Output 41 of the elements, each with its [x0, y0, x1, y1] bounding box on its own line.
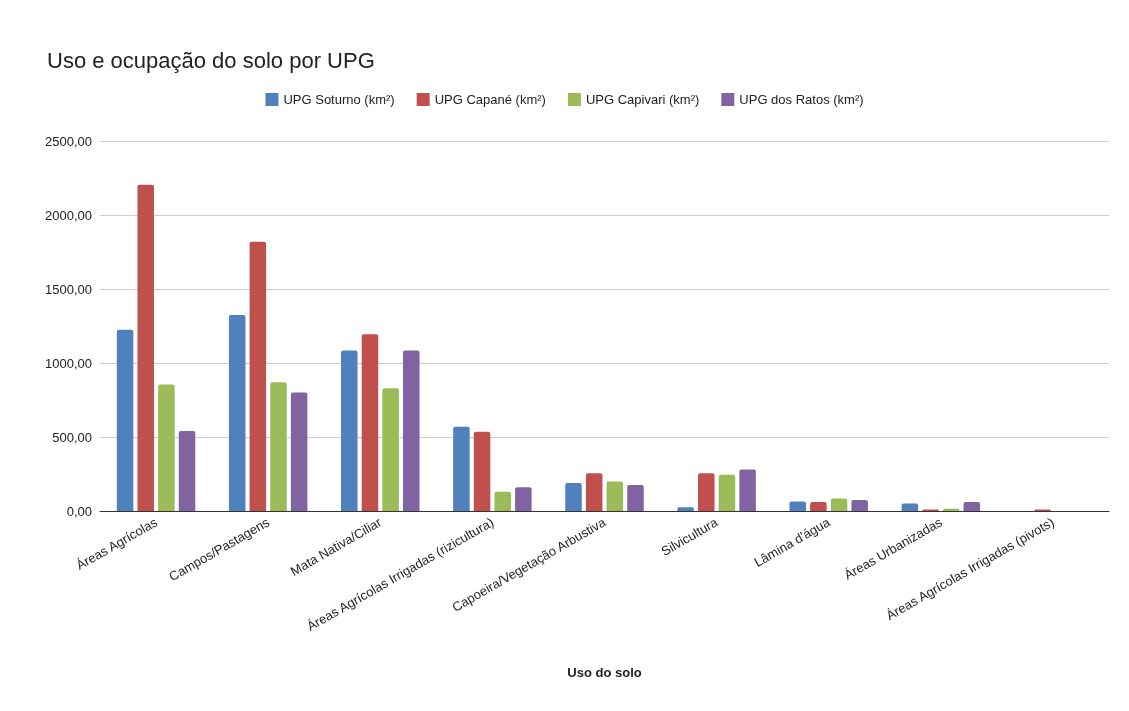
bar — [403, 350, 420, 511]
bar — [382, 388, 399, 511]
bar — [341, 350, 358, 511]
y-tick-label: 0,00 — [66, 503, 92, 519]
bar — [515, 487, 532, 511]
bar — [830, 498, 848, 511]
bar — [698, 473, 715, 511]
bar — [606, 481, 624, 511]
bar — [963, 502, 981, 511]
y-tick-label: 1000,00 — [45, 355, 92, 371]
bar — [789, 501, 807, 511]
bar — [116, 329, 134, 511]
bar — [270, 382, 287, 511]
legend-label: UPG Capivari (km²) — [585, 92, 700, 107]
bar — [473, 431, 491, 511]
bar — [137, 184, 154, 511]
legend-label: UPG Soturno (km²) — [283, 92, 395, 107]
bar — [228, 314, 246, 511]
y-tick-label: 500,00 — [52, 429, 92, 445]
bar — [158, 384, 175, 511]
bar — [901, 503, 919, 511]
y-tick-label: 2500,00 — [45, 133, 92, 149]
chart-title: Uso e ocupação do solo por UPG — [47, 47, 375, 73]
y-tick-label: 2000,00 — [45, 207, 92, 223]
bar — [290, 392, 308, 511]
bar — [627, 485, 644, 511]
bar — [453, 426, 470, 511]
bar — [565, 482, 582, 511]
x-axis-title: Uso do solo — [567, 665, 642, 680]
bar — [718, 474, 736, 511]
legend-label: UPG dos Ratos (km²) — [739, 92, 864, 107]
bar — [851, 499, 868, 511]
legend-label: UPG Capané (km²) — [434, 92, 546, 107]
bar — [178, 431, 196, 511]
bar — [249, 241, 267, 511]
bar — [739, 469, 756, 511]
bar — [361, 334, 379, 511]
bar — [585, 473, 603, 511]
bar — [810, 502, 827, 511]
bar — [494, 491, 511, 511]
y-tick-label: 1500,00 — [45, 281, 92, 297]
